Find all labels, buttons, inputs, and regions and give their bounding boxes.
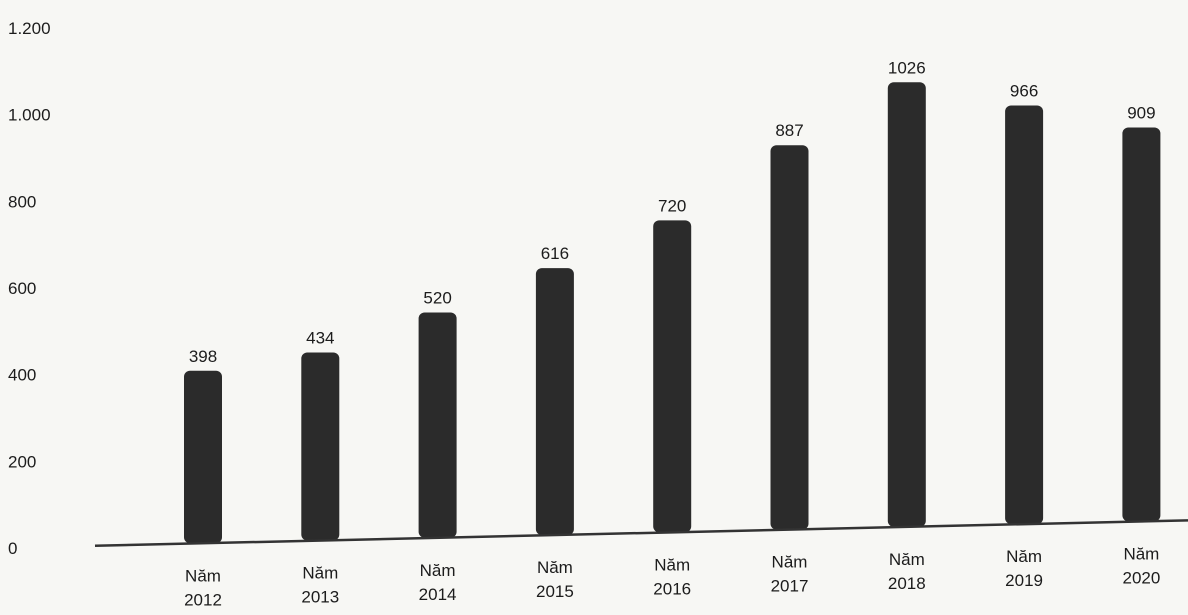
bar-value-label: 616 <box>541 244 569 263</box>
x-tick-label: 2017 <box>771 577 809 596</box>
y-tick-label: 200 <box>8 452 36 471</box>
bar-value-label: 520 <box>423 288 451 307</box>
x-tick-label: Năm <box>654 555 690 574</box>
bar <box>418 312 457 538</box>
x-axis-labels: Năm 2012 Năm 2013 Năm 2014 Năm 2015 Năm 2016 Năm 20… <box>184 544 1160 609</box>
bar-value-label: 434 <box>306 328 334 347</box>
x-axis-line <box>94 519 1188 548</box>
bar <box>887 82 926 527</box>
bar <box>1005 105 1044 525</box>
bar-value-label: 398 <box>189 347 217 366</box>
value-labels-group: 398 434 520 616 720 887 1026 966 909 <box>189 58 1156 366</box>
bar <box>1122 127 1161 522</box>
x-tick-label: 2016 <box>653 579 691 598</box>
x-tick-label: Năm <box>302 564 338 583</box>
bar <box>301 352 340 541</box>
x-tick-label: 2019 <box>1005 571 1043 590</box>
bar-value-label: 1026 <box>888 58 926 77</box>
x-tick-label: 2014 <box>419 585 457 604</box>
bar <box>535 268 574 536</box>
x-tick-label: 2015 <box>536 582 574 601</box>
y-tick-label: 0 <box>8 539 17 558</box>
bar <box>770 145 809 530</box>
x-tick-label: 2018 <box>888 574 926 593</box>
x-tick-label: 2020 <box>1122 568 1160 587</box>
x-tick-label: Năm <box>420 561 456 580</box>
x-tick-label: Năm <box>185 566 221 585</box>
bar-value-label: 720 <box>658 196 686 215</box>
x-tick-label: Năm <box>1006 547 1042 566</box>
bar-value-label: 909 <box>1127 104 1155 123</box>
x-tick-label: Năm <box>889 550 925 569</box>
y-tick-label: 400 <box>8 366 36 385</box>
x-tick-label: Năm <box>537 558 573 577</box>
y-tick-label: 600 <box>8 279 36 298</box>
bar <box>184 370 222 544</box>
bar <box>653 220 692 533</box>
x-tick-label: 2013 <box>301 588 339 607</box>
bars-group <box>184 82 1161 544</box>
x-tick-label: Năm <box>772 553 808 572</box>
y-axis-ticks: 0 200 400 600 800 1.000 1.200 <box>8 19 51 558</box>
y-tick-label: 1.200 <box>8 19 51 38</box>
y-tick-label: 1.000 <box>8 106 51 125</box>
x-tick-label: Năm <box>1123 544 1159 563</box>
bar-value-label: 887 <box>775 121 803 140</box>
bar-value-label: 966 <box>1010 82 1038 101</box>
x-tick-label: 2012 <box>184 590 222 609</box>
y-tick-label: 800 <box>8 192 36 211</box>
